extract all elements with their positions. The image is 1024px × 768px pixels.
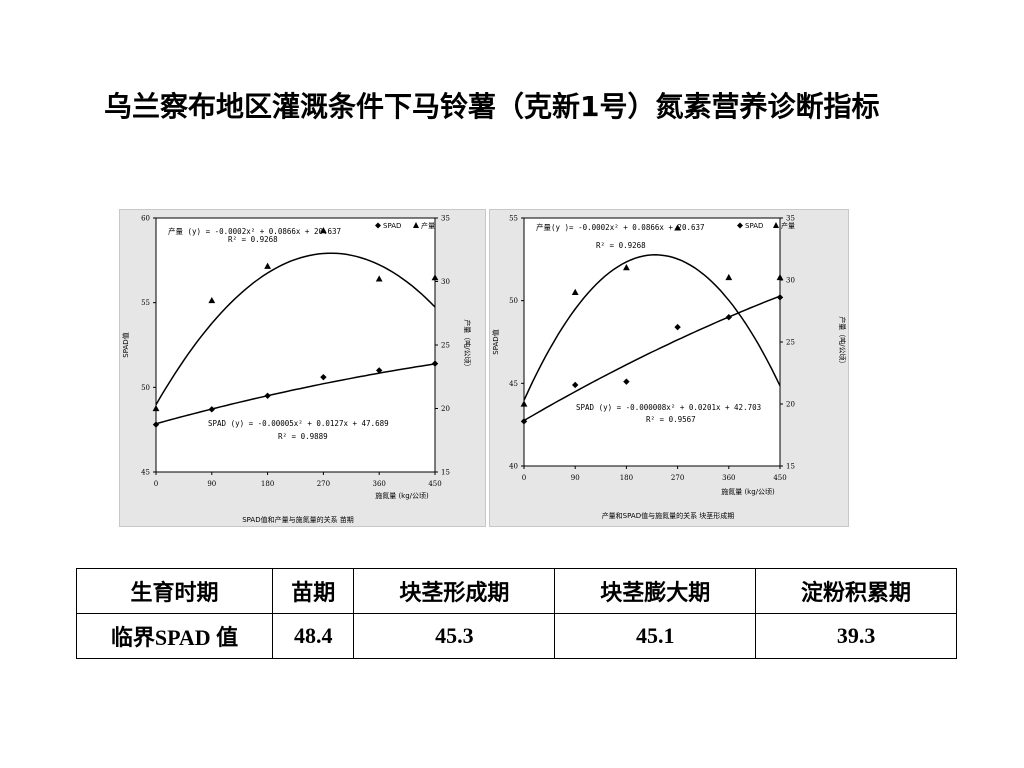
table-cell: 45.1 [554,613,757,659]
x-tick-label: 270 [317,480,330,488]
x-tick-label: 360 [722,474,735,482]
yield-equation: 产量(y )= -0.0002x² + 0.0866x + 20.637 [536,222,705,232]
x-tick-label: 90 [207,480,216,488]
x-tick-label: 180 [620,474,633,482]
y-right-tick-label: 20 [786,401,795,409]
yield-point [375,275,383,282]
y-right-tick-label: 15 [786,463,795,471]
yield-point [264,262,271,269]
table-cell: 淀粉积累期 [755,568,957,614]
yield-point [674,224,681,231]
yield-point [520,400,528,407]
yield-point [431,274,439,281]
y-left-tick-label: 50 [509,297,518,305]
y-left-axis-label: SPAD值 [491,329,500,354]
x-tick-label: 180 [261,480,274,488]
x-tick-label: 90 [571,474,580,482]
legend-spad-marker [737,222,743,229]
y-right-axis-label: 产量（吨/公顷） [838,316,847,367]
yield-point [208,296,216,304]
y-right-tick-label: 20 [441,405,450,413]
table-cell: 块茎膨大期 [554,568,757,614]
x-tick-label: 450 [428,480,441,488]
chart-caption: SPAD值和产量与施氮量的关系 苗期 [242,515,354,524]
plot-area [155,217,436,473]
spad-point [376,367,383,374]
page-title: 乌兰察布地区灌溉条件下马铃薯（克新1号）氮素营养诊断指标 [104,90,880,123]
chart-seedling: 0 90 180 270 360 450 45 50 55 60 15 20 25 30 35 SPAD值 产量… [121,215,472,525]
x-tick-label: 0 [154,480,158,488]
yield-point [571,288,579,295]
spad-equation: SPAD (y) = -0.000008x² + 0.0201x + 42.70… [576,403,761,412]
y-left-axis-label: SPAD值 [121,332,130,357]
y-right-tick-label: 30 [786,277,795,285]
y-left-tick-label: 40 [509,463,518,471]
legend-spad-label: SPAD [745,222,763,230]
spad-r2: R² = 0.9567 [646,415,696,424]
table-cell: 39.3 [755,613,957,659]
legend-yield-marker [773,222,779,228]
spad-equation: SPAD (y) = -0.00005x² + 0.0127x + 47.689 [208,419,389,428]
y-left-tick-label: 60 [141,215,150,223]
y-right-tick-label: 25 [786,339,795,347]
yield-point [320,227,327,234]
spad-trendline [523,295,781,422]
legend-yield-marker [413,222,419,228]
table-header-row: 生育时期 苗期 块茎形成期 块茎膨大期 淀粉积累期 [76,568,957,614]
x-axis-label: 施氮量 (kg/公顷) [721,487,775,496]
table-cell: 45.3 [353,613,556,659]
table-cell: 生育时期 [76,568,273,614]
spad-point [776,294,784,301]
table-cell: 苗期 [271,568,355,614]
chart-panel-seedling: 0 90 180 270 360 450 45 50 55 60 15 20 25 30 35 SPAD值 产量… [119,209,486,527]
y-right-tick-label: 30 [441,278,450,286]
table-row: 临界SPAD 值 48.4 45.3 45.1 39.3 [76,613,957,659]
y-right-tick-label: 25 [441,342,450,350]
yield-r2: R² = 0.9268 [596,241,646,250]
yield-r2: R² = 0.9268 [228,235,278,244]
spad-point [208,406,215,413]
yield-equation: 产量 (y) = -0.0002x² + 0.0866x + 20.637 [168,226,341,236]
y-left-tick-label: 45 [509,380,518,388]
x-tick-label: 270 [671,474,684,482]
x-tick-label: 360 [373,480,386,488]
y-left-tick-label: 50 [141,384,150,392]
table-cell: 块茎形成期 [353,568,556,614]
table-cell: 临界SPAD 值 [76,613,273,659]
spad-r2: R² = 0.9889 [278,432,328,441]
y-left-tick-label: 45 [141,469,150,477]
legend-yield-label: 产量 [781,221,795,230]
yield-point [623,264,630,271]
y-left-tick-label: 55 [509,215,518,223]
yield-trendline [523,254,781,401]
y-left-tick-label: 55 [141,299,150,307]
yield-point [152,404,160,412]
critical-spad-table: 生育时期 苗期 块茎形成期 块茎膨大期 淀粉积累期 临界SPAD 值 48.4 … [76,568,957,659]
spad-trendline [155,363,436,425]
yield-trendline [155,252,436,406]
y-right-tick-label: 35 [786,215,795,223]
x-axis-label: 施氮量 (kg/公顷) [375,491,429,500]
legend-spad-marker [375,222,381,229]
y-right-axis-label: 产量（吨/公顷） [463,319,472,370]
spad-point [431,360,439,367]
yield-point [776,273,784,281]
chart-caption: 产量和SPAD值与施氮量的关系 块茎形成期 [602,511,735,520]
x-tick-label: 0 [522,474,526,482]
spad-point [520,418,528,425]
spad-point [320,373,327,381]
chart-panel-tuber-formation: 0 90 180 270 360 450 40 45 50 55 15 20 25 30 35 SPAD值 产量… [489,209,849,527]
yield-point [725,273,733,281]
table-cell: 48.4 [271,613,355,659]
plot-area [523,217,781,467]
spad-point [152,421,160,428]
spad-point [264,392,271,399]
legend-spad-label: SPAD [383,222,401,230]
legend-yield-label: 产量 [421,221,435,230]
x-tick-label: 450 [773,474,786,482]
y-right-tick-label: 35 [441,215,450,223]
y-right-tick-label: 15 [441,469,450,477]
